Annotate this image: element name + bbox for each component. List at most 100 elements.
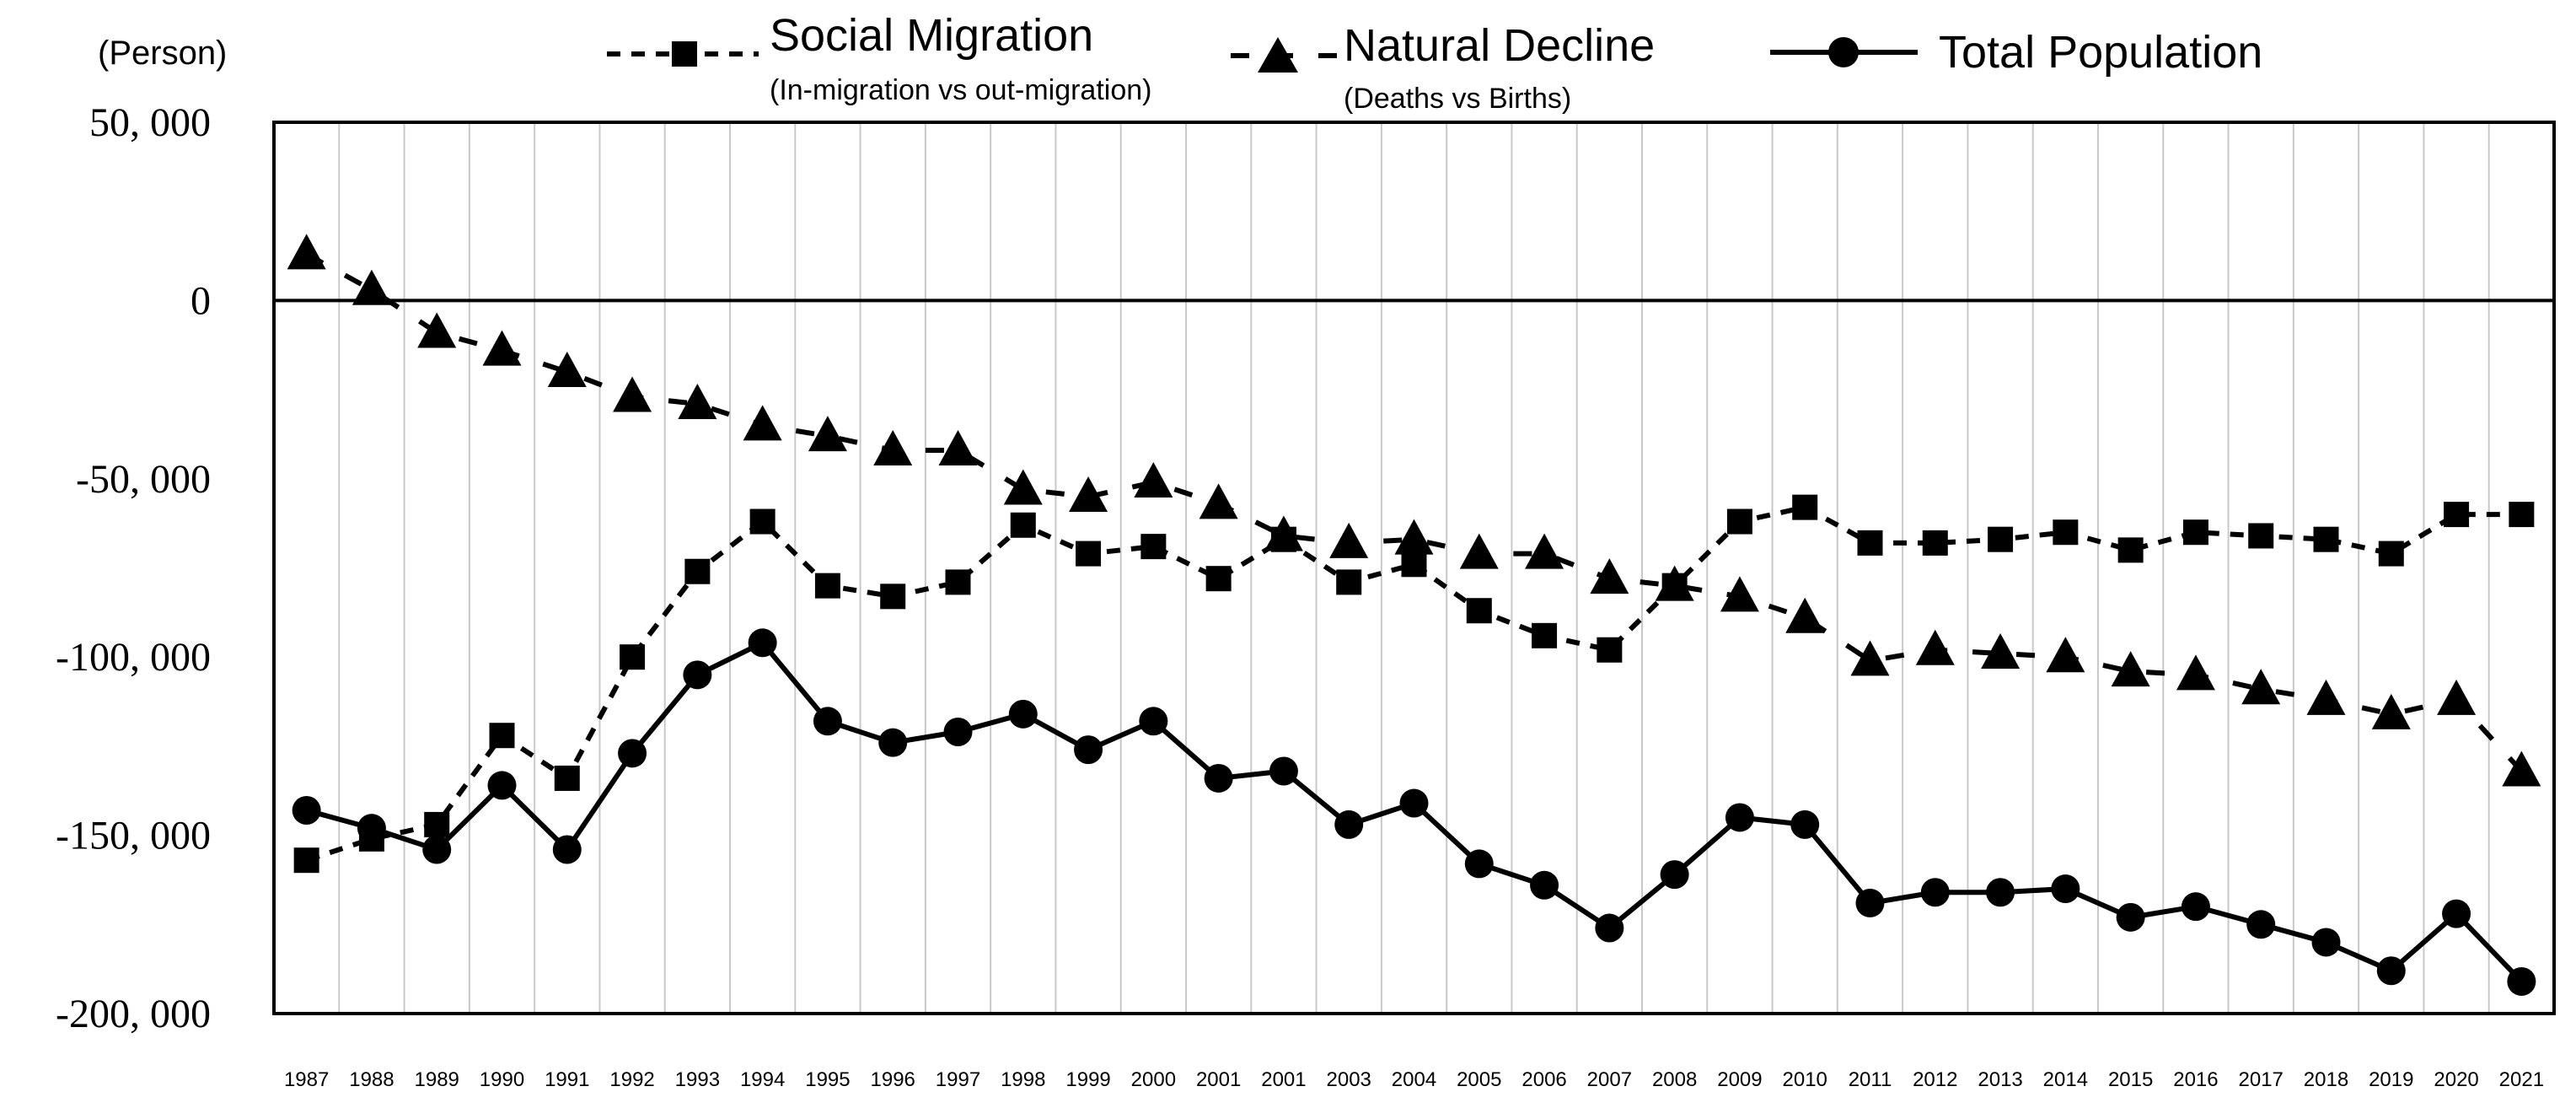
natural-decline-point (1525, 533, 1564, 569)
social-migration-point (2248, 523, 2274, 549)
natural-decline-point (1329, 522, 1369, 558)
social-migration-point (2182, 519, 2208, 546)
plot-border (272, 121, 2556, 1015)
x-tick-label: 2001 (1196, 1068, 1241, 1091)
social-migration-point (2117, 537, 2144, 563)
x-tick-label: 2013 (1978, 1068, 2022, 1091)
total-population-point (1139, 707, 1168, 736)
natural-decline-point (873, 429, 913, 465)
natural-decline-point (2046, 637, 2085, 673)
social-migration-point (1010, 512, 1036, 538)
x-tick-label: 1996 (871, 1068, 915, 1091)
x-tick-label: 1997 (936, 1068, 980, 1091)
y-tick-label: 0 (191, 278, 211, 323)
x-tick-label: 2015 (2108, 1068, 2153, 1091)
natural-decline-point (1069, 476, 1108, 512)
natural-decline-point (1915, 629, 1955, 665)
natural-decline-point (1003, 469, 1043, 505)
total-population-point (618, 739, 647, 768)
total-population-point (292, 796, 321, 826)
x-tick-label: 1994 (740, 1068, 785, 1091)
natural-decline-point (1981, 632, 2021, 669)
x-tick-label: 2017 (2239, 1068, 2284, 1091)
total-population-point (487, 771, 517, 800)
social-migration-point (814, 573, 840, 599)
social-migration-point (620, 644, 646, 670)
total-population-point (2376, 956, 2406, 986)
natural-decline-point (1720, 576, 1759, 612)
x-tick-label: 2020 (2434, 1068, 2478, 1091)
x-tick-label: 1988 (349, 1068, 394, 1091)
legend: (Person) Social Migration (In-migration … (98, 10, 2262, 115)
x-tick-label: 2000 (1131, 1068, 1176, 1091)
legend-social-square-marker (672, 41, 697, 67)
social-migration-point (749, 508, 775, 535)
y-tick-label: 50, 000 (89, 100, 211, 145)
x-tick-label: 2004 (1392, 1068, 1436, 1091)
plot-area: 50, 000 0 -50, 000 -100, 000 -150, 000 -200, … (56, 100, 2556, 1091)
total-population-point (2507, 966, 2536, 996)
legend-natural-sublabel: (Deaths vs Births) (1344, 83, 1571, 115)
legend-natural-label: Natural Decline (1344, 20, 1655, 71)
social-migration-point (1205, 566, 1232, 592)
social-migration-point (489, 723, 515, 749)
natural-decline-point (2111, 651, 2150, 687)
social-migration-point (1988, 526, 2014, 552)
total-population-point (422, 835, 452, 864)
social-migration-point (880, 584, 906, 610)
total-population-point (1660, 860, 1689, 890)
natural-decline-point (2306, 679, 2346, 715)
natural-decline-point (287, 234, 326, 270)
social-migration-point (424, 811, 450, 837)
natural-decline-series-line (305, 251, 2524, 773)
total-population-point (2116, 902, 2145, 932)
total-population-point (1204, 763, 1233, 793)
natural-decline-point (2241, 669, 2281, 705)
natural-decline-point (2502, 750, 2541, 787)
total-population-point (748, 628, 777, 658)
social-migration-point (554, 765, 580, 791)
legend-social-sublabel: (In-migration vs out-migration) (770, 74, 1151, 106)
x-tick-label: 1990 (480, 1068, 524, 1091)
social-migration-point (2053, 519, 2079, 546)
social-migration-point (1401, 551, 1427, 578)
natural-decline-point (417, 312, 457, 348)
natural-decline-point (547, 351, 587, 387)
x-tick-label: 1995 (805, 1068, 850, 1091)
total-population-point (1269, 756, 1298, 786)
social-migration-point (1922, 530, 1948, 556)
natural-decline-point (743, 405, 782, 441)
x-tick-label: 1998 (1001, 1068, 1045, 1091)
total-population-point (1725, 803, 1754, 832)
social-migration-point (945, 569, 971, 595)
natural-decline-point (938, 429, 978, 465)
natural-decline-point (613, 376, 652, 412)
total-population-point (1790, 809, 1820, 839)
y-unit-label: (Person) (98, 35, 227, 72)
natural-decline-point (1134, 462, 1173, 498)
social-migration-point (1792, 494, 1818, 520)
total-population-point (2311, 928, 2341, 957)
y-tick-label: -100, 000 (56, 635, 211, 680)
x-tick-label: 2008 (1652, 1068, 1697, 1091)
social-migration-point (1140, 534, 1167, 560)
natural-decline-point (2371, 693, 2411, 729)
x-tick-label: 1992 (609, 1068, 654, 1091)
x-tick-label: 1989 (415, 1068, 459, 1091)
total-population-point (683, 660, 712, 690)
x-tick-label: 2005 (1457, 1068, 1501, 1091)
social-migration-point (1336, 569, 1362, 595)
x-tick-label: 2003 (1327, 1068, 1371, 1091)
natural-decline-point (1394, 519, 1434, 555)
x-tick-label: 2009 (1717, 1068, 1762, 1091)
total-population-point (1074, 735, 1103, 765)
total-population-point (2051, 874, 2080, 904)
social-migration-point (1597, 637, 1623, 663)
total-population-point (2181, 892, 2210, 922)
natural-decline-point (1590, 558, 1629, 594)
natural-decline-point (482, 330, 522, 366)
legend-natural-triangle-marker (1258, 37, 1298, 73)
natural-decline-point (1459, 533, 1499, 569)
total-population-point (1855, 888, 1885, 917)
total-population-point (2246, 910, 2276, 939)
